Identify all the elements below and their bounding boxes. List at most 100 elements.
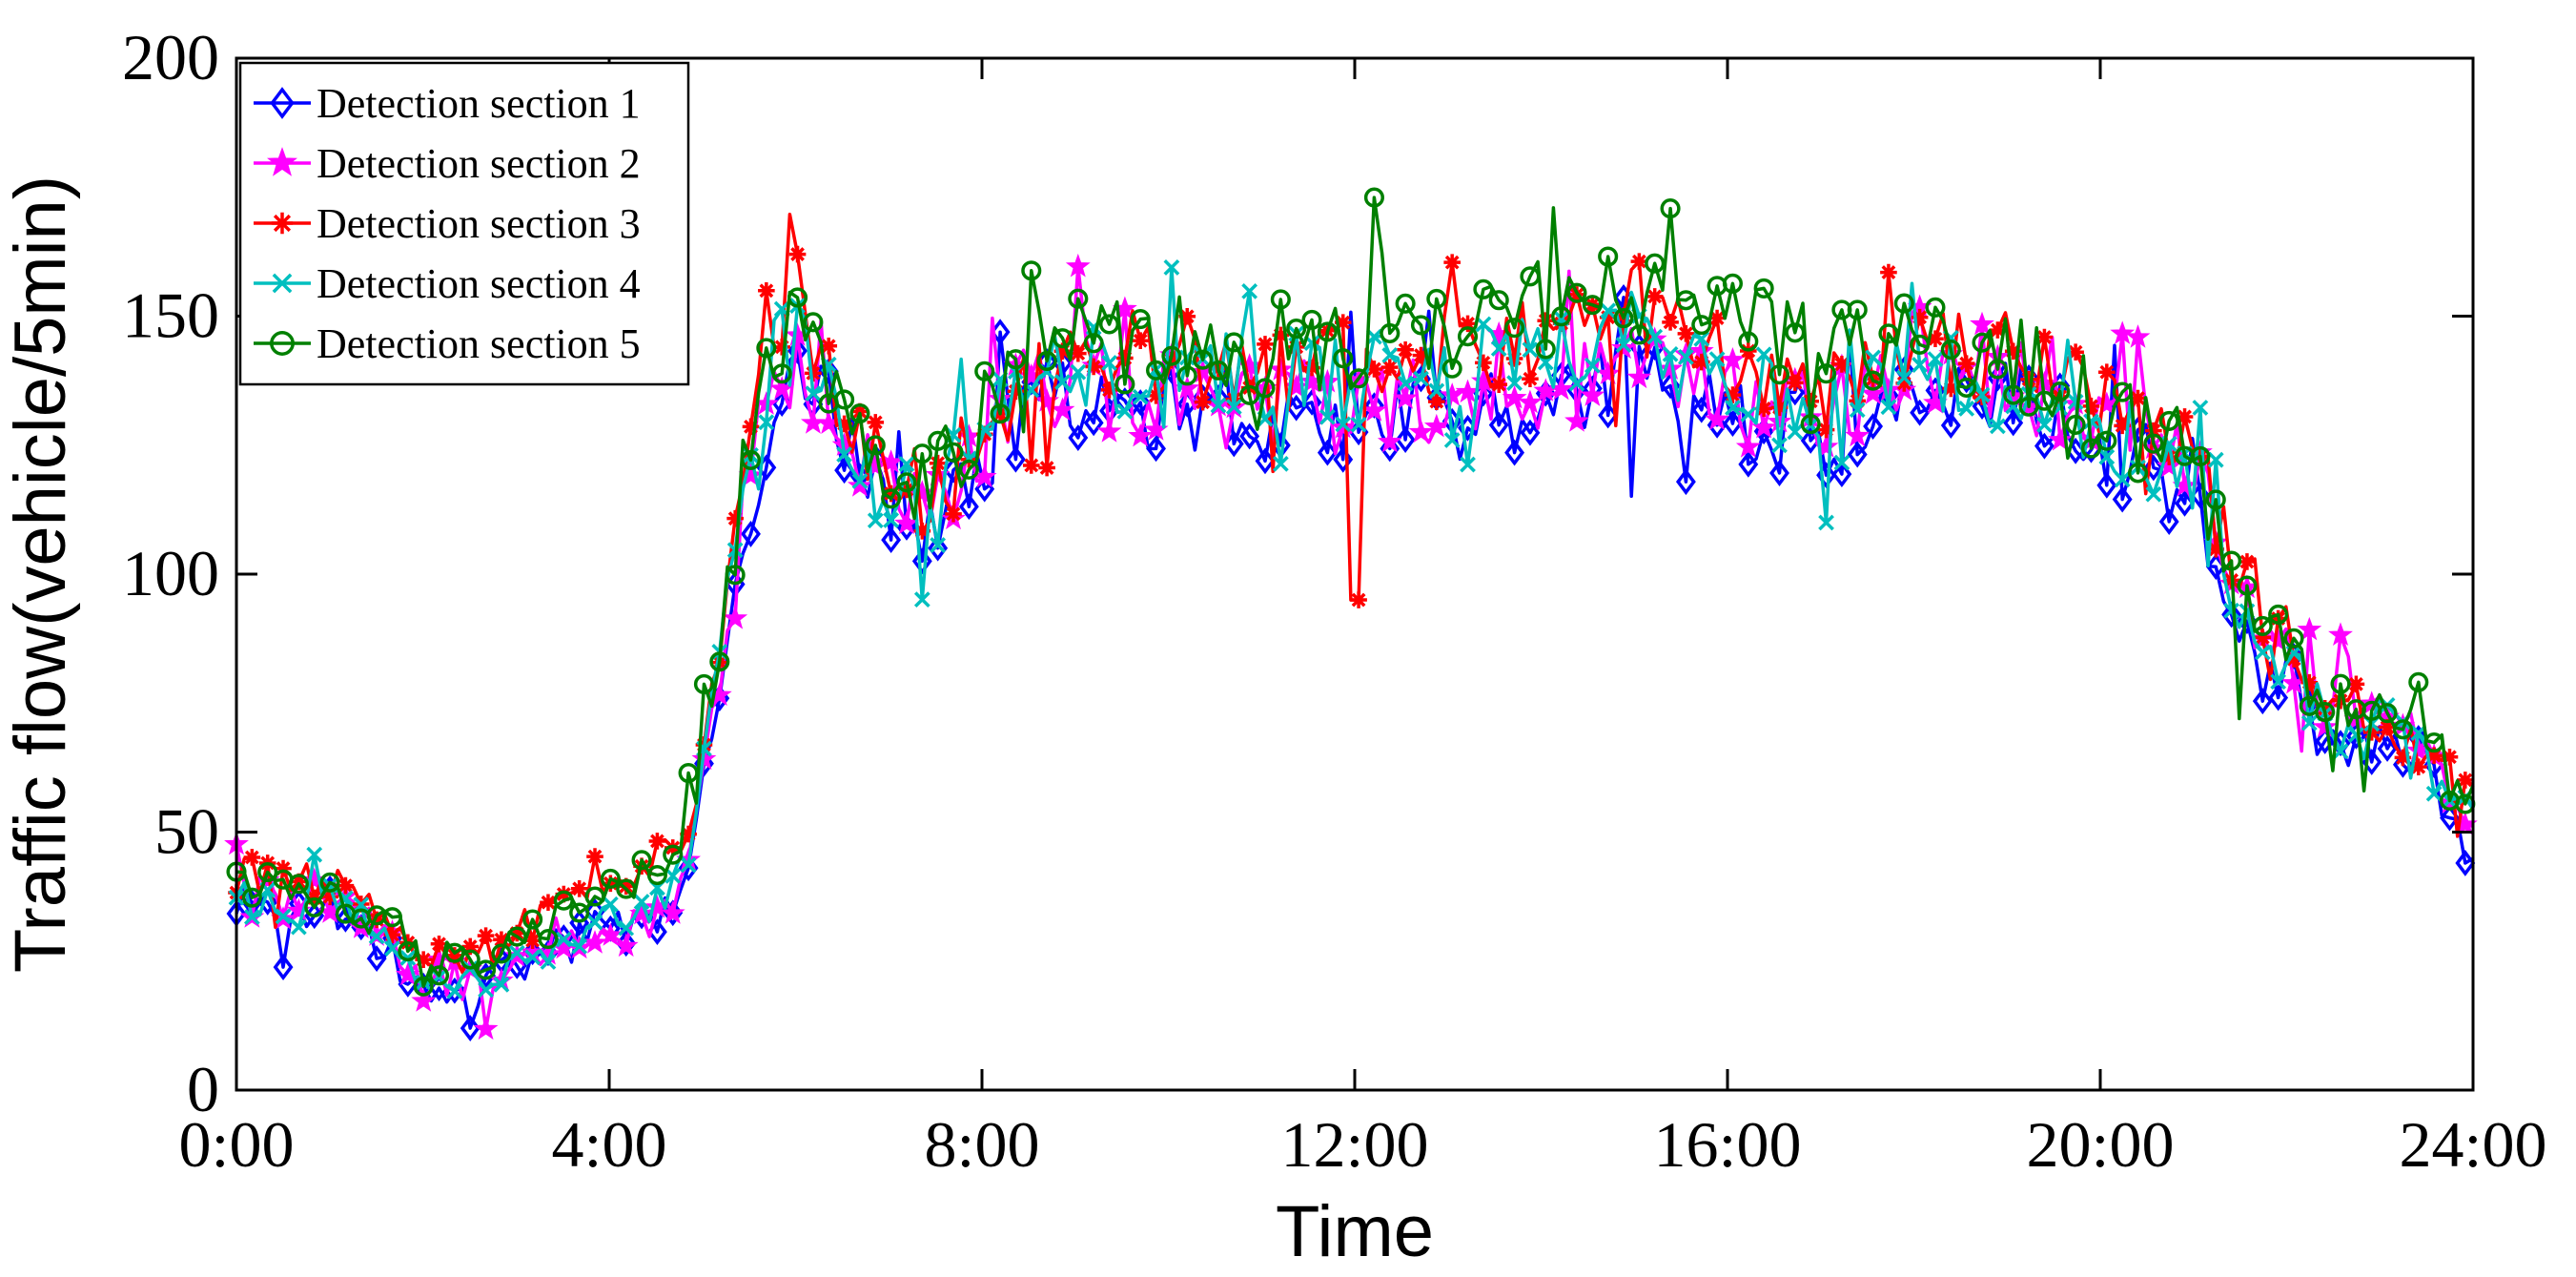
data-point-circle: [1068, 288, 1089, 309]
x-axis-title: Time: [1276, 1191, 1434, 1272]
data-point-asterisk: [726, 509, 744, 527]
data-point-cross: [1428, 382, 1445, 400]
data-point-cross: [291, 918, 307, 936]
data-point-star: [847, 473, 872, 497]
data-point-circle: [849, 402, 870, 424]
data-point-cross: [1725, 400, 1741, 416]
data-point-cross: [571, 937, 588, 955]
data-point-cross: [805, 385, 822, 402]
data-point-cross: [1163, 259, 1180, 276]
data-point-asterisk: [1412, 346, 1430, 364]
data-point-diamond: [2268, 684, 2289, 711]
data-point-asterisk: [383, 926, 401, 943]
data-point-circle: [2205, 489, 2226, 510]
data-point-asterisk: [1490, 376, 1508, 393]
data-point-cross: [2300, 714, 2318, 731]
data-point-star: [1502, 384, 1527, 409]
data-point-asterisk: [1724, 386, 1742, 403]
data-point-star: [1720, 346, 1746, 371]
data-point-circle: [506, 926, 527, 947]
data-point-asterisk: [2098, 363, 2116, 381]
data-point-circle: [1380, 322, 1400, 343]
data-point-circle: [319, 872, 340, 893]
data-point-cross: [1880, 399, 1897, 416]
data-point-star: [894, 510, 919, 535]
data-point-circle: [1208, 360, 1229, 381]
y-axis-title: Traffic flow(vehicle/5min): [0, 175, 81, 973]
data-point-circle: [865, 435, 886, 456]
data-point-cross: [1210, 397, 1227, 414]
data-point-circle: [2143, 433, 2164, 454]
data-point-cross: [1132, 388, 1149, 405]
data-point-circle: [476, 959, 497, 980]
data-point-cross: [1506, 375, 1523, 392]
data-point-diamond: [1504, 439, 1525, 466]
data-point-circle: [1956, 377, 1977, 398]
data-point-circle: [491, 943, 512, 964]
data-point-cross: [2254, 644, 2271, 661]
data-point-asterisk: [1257, 336, 1274, 353]
data-point-asterisk: [271, 212, 294, 235]
data-point-asterisk: [430, 936, 448, 953]
data-point-circle: [1785, 322, 1806, 343]
data-point-cross: [1319, 408, 1336, 425]
data-point-star: [2297, 616, 2322, 641]
legend-item-4: Detection section 4: [254, 260, 641, 307]
data-point-circle: [304, 896, 325, 917]
data-point-star: [1845, 422, 1871, 447]
data-point-cross: [1740, 406, 1757, 422]
data-point-circle: [1052, 328, 1073, 349]
data-point-diamond: [2034, 432, 2055, 460]
data-point-diamond: [1831, 461, 1852, 488]
data-point-asterisk: [835, 415, 853, 433]
data-point-circle: [2080, 438, 2102, 459]
data-point-asterisk: [1053, 342, 1072, 360]
data-point-star: [1470, 368, 1496, 393]
data-point-cross: [1678, 349, 1694, 365]
data-point-asterisk: [1817, 421, 1835, 439]
data-point-circle: [1286, 318, 1307, 340]
data-point-circle: [896, 472, 917, 493]
data-point-asterisk: [1100, 381, 1118, 399]
data-point-asterisk: [1942, 380, 1960, 398]
data-point-circle: [522, 909, 543, 930]
data-point-asterisk: [1365, 360, 1383, 378]
data-point-circle: [943, 442, 964, 463]
data-point-cross: [1833, 454, 1850, 471]
data-point-circle: [1146, 360, 1167, 381]
data-point-diamond: [2003, 409, 2024, 437]
data-point-asterisk: [2176, 408, 2194, 425]
data-point-asterisk: [2394, 749, 2412, 767]
data-point-circle: [1722, 273, 1743, 294]
data-point-circle: [928, 430, 949, 451]
data-point-asterisk: [1380, 359, 1399, 376]
data-point-cross: [1989, 418, 2006, 435]
data-point-asterisk: [1662, 314, 1679, 331]
data-point-circle: [1410, 315, 1432, 336]
data-point-star: [1970, 311, 1994, 336]
data-point-circle: [1130, 309, 1151, 330]
y-tick-label: 200: [122, 21, 219, 93]
data-point-cross: [555, 931, 572, 948]
legend-label: Detection section 5: [317, 320, 641, 367]
data-point-star: [266, 147, 298, 176]
data-point-circle: [771, 363, 792, 384]
data-point-circle: [1863, 370, 1884, 391]
data-point-asterisk: [415, 951, 432, 969]
data-point-cross: [1584, 357, 1601, 374]
data-point-circle: [1395, 293, 1416, 314]
data-point-asterisk: [275, 859, 292, 877]
data-point-asterisk: [2207, 541, 2225, 558]
data-point-cross: [1927, 351, 1944, 367]
data-point-circle: [2065, 414, 2086, 435]
data-point-cross: [272, 273, 293, 294]
data-point-circle: [2034, 390, 2055, 411]
data-point-circle: [1940, 340, 1961, 360]
data-point-asterisk: [446, 947, 463, 964]
data-point-asterisk: [508, 924, 526, 942]
data-point-cross: [1895, 369, 1912, 386]
data-point-diamond: [1488, 411, 1509, 439]
data-point-circle: [2268, 604, 2289, 625]
data-point-circle: [2377, 703, 2398, 724]
data-point-diamond: [1769, 460, 1789, 486]
